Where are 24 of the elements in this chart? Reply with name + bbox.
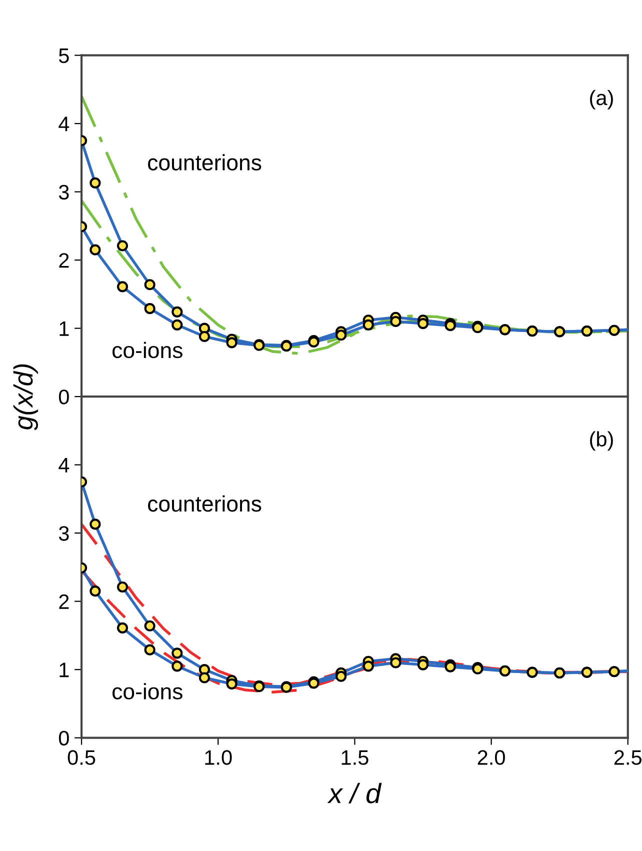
- x-tick-label: 2.0: [478, 750, 505, 765]
- annotation: (a): [590, 90, 613, 110]
- annotation: counterions: [148, 495, 262, 512]
- y-tick-label: 3: [58, 184, 69, 200]
- y-tick-label: 4: [58, 116, 70, 132]
- annotation: co-ions: [112, 683, 182, 700]
- annotation: co-ions: [112, 342, 182, 358]
- x-tick-label: 2.5: [614, 750, 642, 765]
- y-tick-label: 0: [58, 390, 69, 404]
- y-tick-label: 1: [60, 322, 69, 336]
- y-tick-label: 1: [60, 662, 69, 678]
- annotation: (b): [590, 431, 613, 451]
- y-tick-label: 2: [59, 253, 69, 268]
- annotation: counterions: [148, 154, 262, 170]
- x-axis-title: x / d: [327, 782, 382, 804]
- y-tick-label: 3: [58, 526, 69, 541]
- y-tick-label: 2: [59, 594, 69, 609]
- x-tick-label: 1.5: [342, 750, 368, 765]
- y-tick-label: 0: [58, 730, 69, 746]
- y-tick-label: 5: [58, 48, 69, 64]
- x-tick-label: 1.0: [205, 750, 232, 765]
- x-tick-label: 0.5: [68, 750, 96, 765]
- y-tick-label: 4: [58, 458, 70, 472]
- y-axis-title: g(x/d): [13, 364, 38, 430]
